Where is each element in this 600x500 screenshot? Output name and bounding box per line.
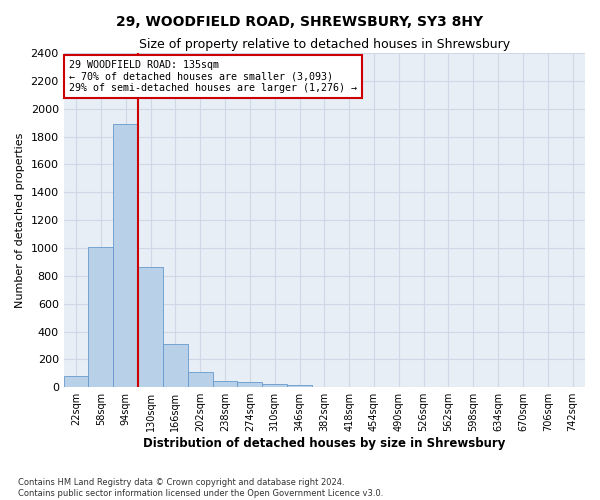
Text: 29, WOODFIELD ROAD, SHREWSBURY, SY3 8HY: 29, WOODFIELD ROAD, SHREWSBURY, SY3 8HY (116, 15, 484, 29)
Bar (138, 268, 163, 387)
Bar (262, 384, 287, 387)
X-axis label: Distribution of detached houses by size in Shrewsbury: Distribution of detached houses by size … (143, 437, 506, 450)
Text: Contains HM Land Registry data © Crown copyright and database right 2024.
Contai: Contains HM Land Registry data © Crown c… (18, 478, 383, 498)
Bar (312, 386, 337, 387)
Bar (287, 385, 312, 387)
Text: 29 WOODFIELD ROAD: 135sqm
← 70% of detached houses are smaller (3,093)
29% of se: 29 WOODFIELD ROAD: 135sqm ← 70% of detac… (69, 60, 357, 93)
Y-axis label: Number of detached properties: Number of detached properties (15, 132, 25, 308)
Bar (188, 372, 212, 387)
Bar (113, 124, 138, 387)
Title: Size of property relative to detached houses in Shrewsbury: Size of property relative to detached ho… (139, 38, 510, 51)
Bar (238, 382, 262, 387)
Bar (88, 246, 113, 387)
Bar (64, 376, 88, 387)
Bar (212, 381, 238, 387)
Bar (163, 344, 188, 387)
